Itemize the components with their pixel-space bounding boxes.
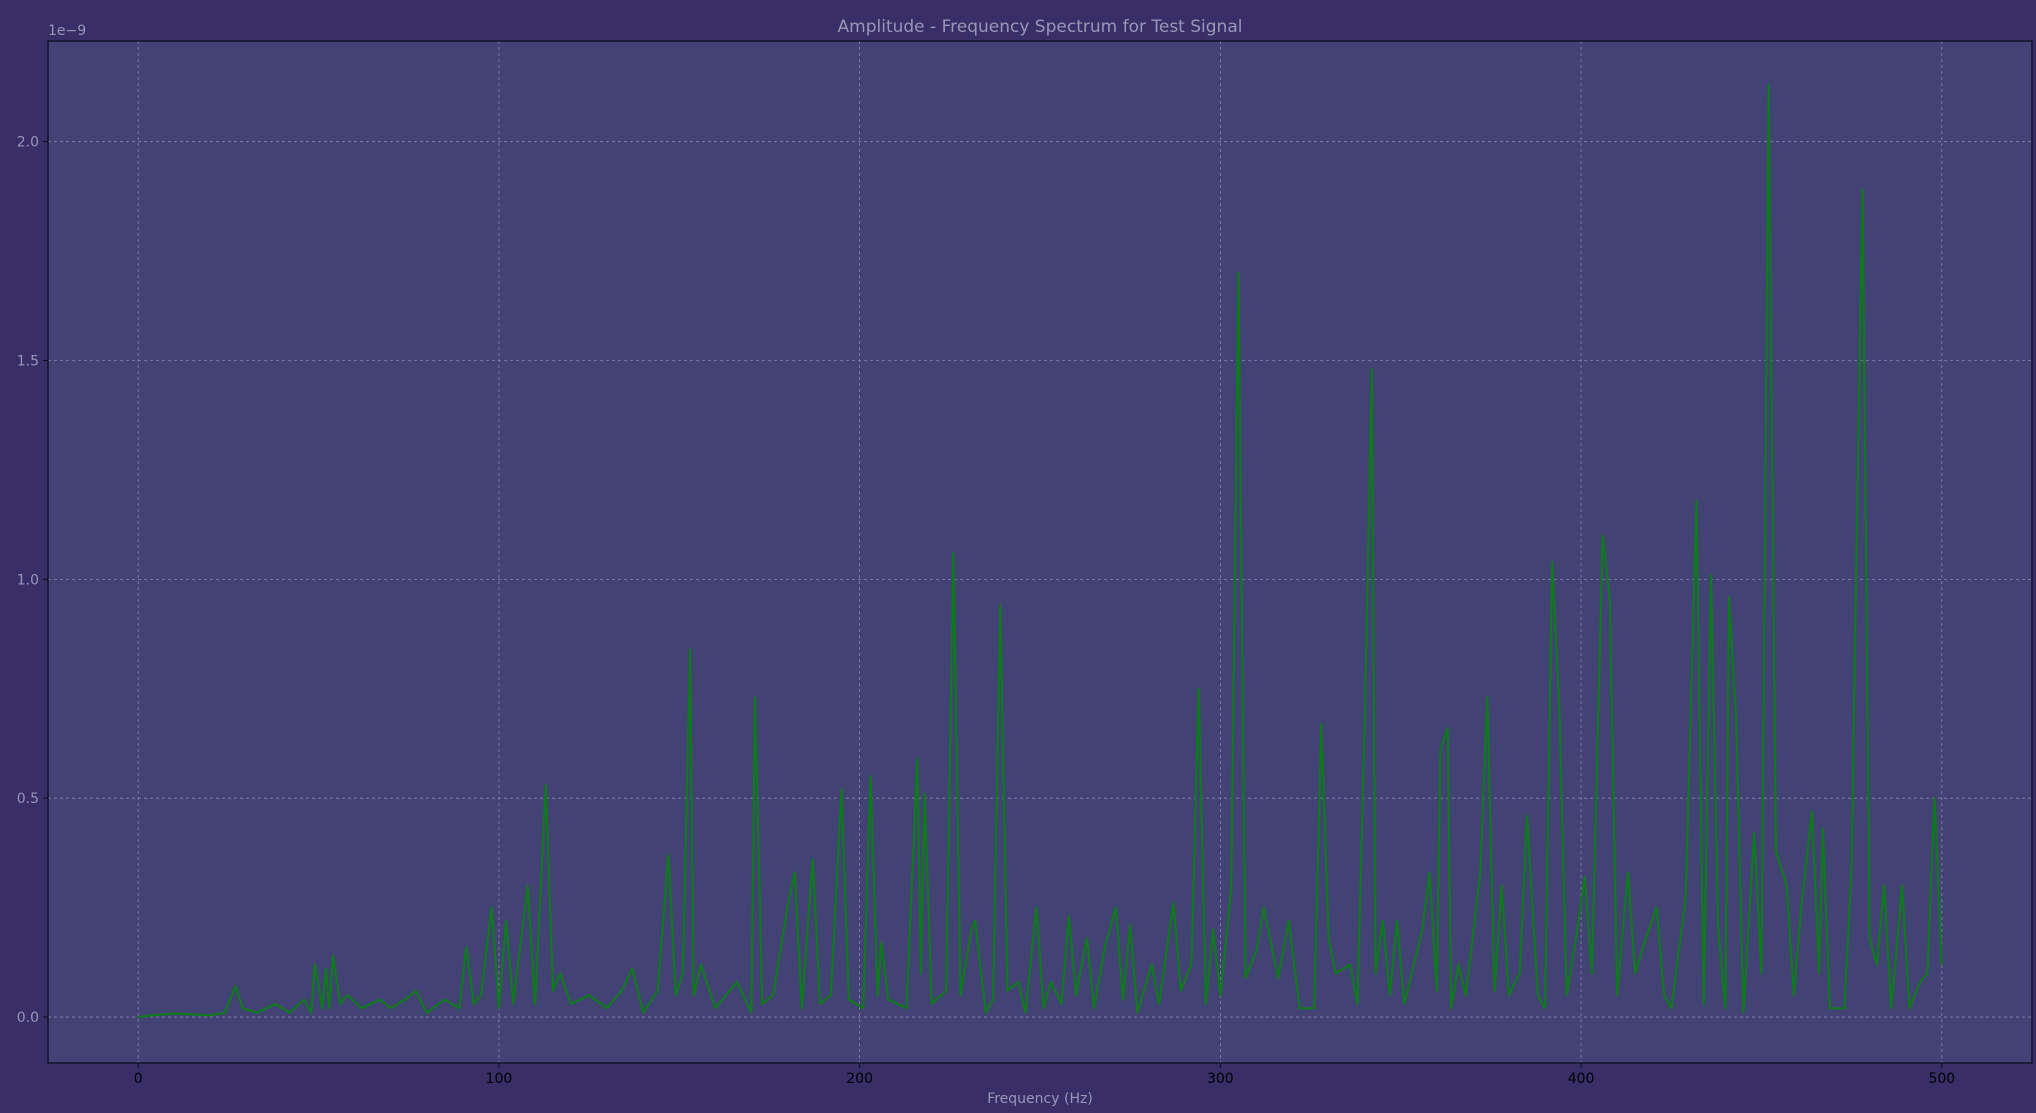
spectrum-line [138,83,1943,1019]
y-axis-offset-label: 1e−9 [48,23,86,39]
plot-frame [47,40,2033,1064]
y-tick-label: 2.0 [17,135,39,151]
chart-title: Amplitude - Frequency Spectrum for Test … [838,17,1243,37]
x-tick-label: 0 [134,1071,143,1087]
grid-lines [48,41,2032,1063]
y-tick-label: 1.0 [17,572,39,588]
axis-ticks: 0 100 200 300 400 500 0.0 0.5 1.0 1.5 2.0 [17,135,1955,1087]
plot-area [48,41,2032,1063]
data-series [138,83,1943,1019]
x-tick-label: 300 [1207,1071,1234,1087]
y-tick-label: 1.5 [17,354,39,370]
y-tick-label: 0.5 [17,791,39,807]
x-tick-label: 400 [1568,1071,1595,1087]
x-axis-label: Frequency (Hz) [987,1091,1093,1107]
y-tick-label: 0.0 [17,1010,39,1026]
x-tick-label: 500 [1928,1071,1955,1087]
x-tick-label: 100 [486,1071,513,1087]
x-tick-label: 200 [846,1071,873,1087]
